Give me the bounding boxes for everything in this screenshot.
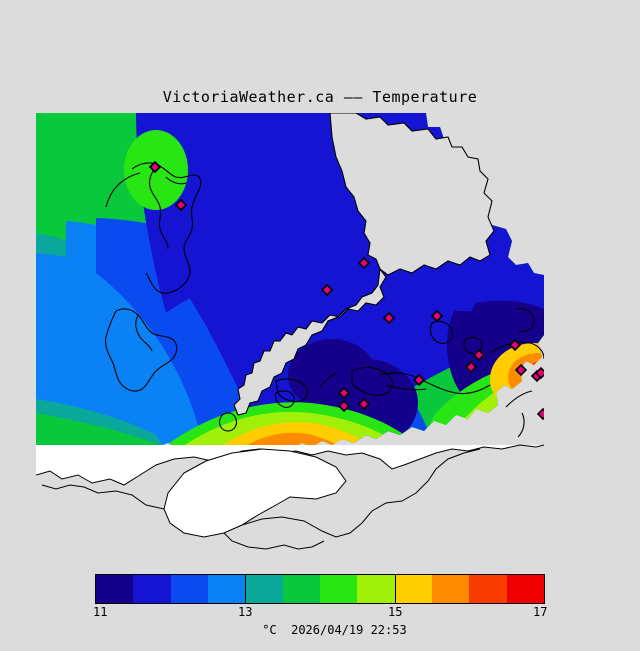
- station-marker: [430, 309, 444, 323]
- colorbar-tick-line: [395, 574, 396, 604]
- contour-plot: [36, 113, 544, 553]
- station-marker: [174, 198, 188, 212]
- colorbar-band: [96, 575, 134, 603]
- page-title: VictoriaWeather.ca —— Temperature: [162, 88, 478, 106]
- station-marker: [514, 363, 528, 377]
- colorbar-tick-label: 17: [533, 605, 548, 619]
- station-marker: [464, 360, 478, 374]
- landmasses: [36, 113, 544, 553]
- colorbar-tick-label: 15: [388, 605, 403, 619]
- station-marker: [148, 160, 162, 174]
- colorbar-band: [282, 575, 320, 603]
- colorbar-tick-label: 11: [93, 605, 108, 619]
- colorbar-tick-label: 13: [238, 605, 253, 619]
- colorbar-band: [170, 575, 208, 603]
- station-marker: [337, 386, 351, 400]
- colorbar-band: [133, 575, 171, 603]
- station-markers: [148, 160, 544, 421]
- temperature-map: [36, 113, 544, 553]
- station-marker: [357, 256, 371, 270]
- colorbar-band: [319, 575, 358, 603]
- colorbar-band: [506, 575, 544, 603]
- station-marker: [412, 373, 426, 387]
- colorbar-tick-line: [245, 574, 246, 604]
- station-marker: [472, 348, 486, 362]
- station-marker: [337, 399, 351, 413]
- colorbar-timestamp: 2026/04/19 22:53: [291, 623, 407, 637]
- station-marker: [508, 338, 522, 352]
- colorbar-units-label: °C: [262, 623, 277, 637]
- station-marker: [320, 283, 334, 297]
- colorbar-band: [431, 575, 470, 603]
- colorbar: 11 13 15 17: [93, 574, 547, 619]
- station-marker: [382, 311, 396, 325]
- station-marker: [536, 407, 544, 421]
- colorbar-footer: °C 2026/04/19 22:53: [0, 609, 640, 651]
- colorbar-bands: [95, 574, 545, 604]
- station-marker: [357, 397, 371, 411]
- coastlines: [104, 162, 544, 438]
- colorbar-band: [469, 575, 507, 603]
- colorbar-band: [207, 575, 246, 603]
- station-marker: [534, 366, 544, 380]
- colorbar-band: [245, 575, 283, 603]
- colorbar-band: [357, 575, 395, 603]
- colorbar-band: [394, 575, 432, 603]
